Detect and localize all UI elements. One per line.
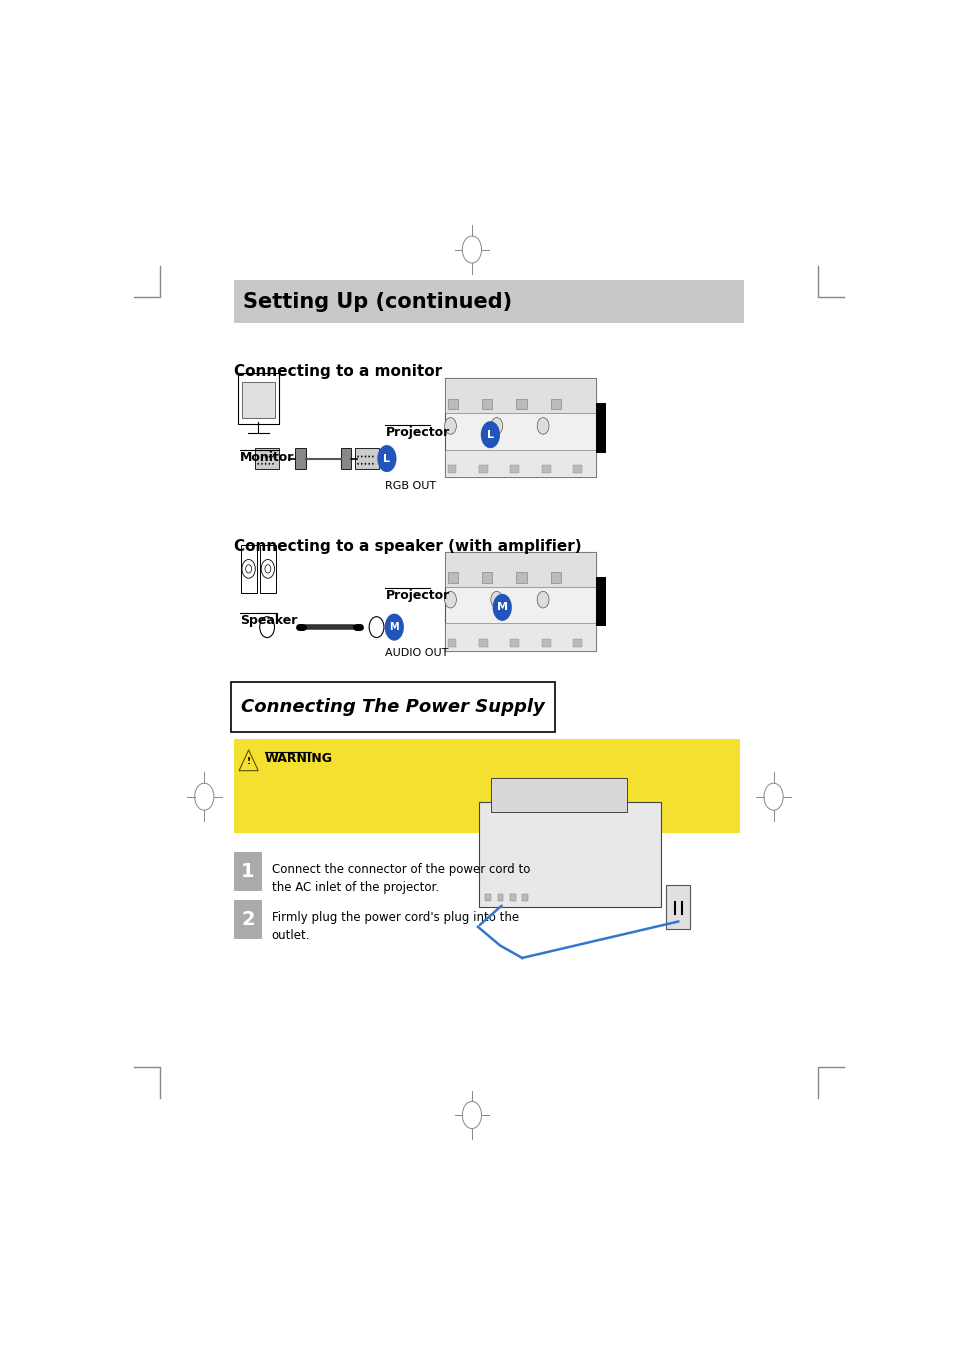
Circle shape xyxy=(257,463,258,465)
Circle shape xyxy=(368,455,370,458)
Circle shape xyxy=(269,455,270,458)
Circle shape xyxy=(261,463,262,465)
FancyBboxPatch shape xyxy=(444,553,596,586)
Circle shape xyxy=(444,592,456,608)
Circle shape xyxy=(269,463,270,465)
FancyBboxPatch shape xyxy=(481,573,492,582)
Circle shape xyxy=(272,463,274,465)
FancyBboxPatch shape xyxy=(521,894,528,901)
Text: AUDIO OUT: AUDIO OUT xyxy=(385,648,448,658)
Circle shape xyxy=(364,455,366,458)
Circle shape xyxy=(261,455,262,458)
FancyBboxPatch shape xyxy=(481,399,492,409)
FancyBboxPatch shape xyxy=(478,639,487,647)
FancyBboxPatch shape xyxy=(596,403,606,453)
Text: Setting Up (continued): Setting Up (continued) xyxy=(242,292,512,312)
Text: 1: 1 xyxy=(241,862,254,881)
FancyBboxPatch shape xyxy=(259,544,275,593)
FancyBboxPatch shape xyxy=(573,639,581,647)
Text: Monitor: Monitor xyxy=(239,451,294,465)
Circle shape xyxy=(444,417,456,434)
FancyBboxPatch shape xyxy=(242,381,274,417)
Circle shape xyxy=(357,463,358,465)
FancyBboxPatch shape xyxy=(341,449,351,469)
Text: L: L xyxy=(486,430,494,439)
Circle shape xyxy=(491,592,502,608)
FancyBboxPatch shape xyxy=(516,399,526,409)
Circle shape xyxy=(364,463,366,465)
Polygon shape xyxy=(239,750,258,770)
FancyBboxPatch shape xyxy=(447,639,456,647)
Circle shape xyxy=(368,463,370,465)
FancyBboxPatch shape xyxy=(444,623,596,651)
Circle shape xyxy=(492,594,512,621)
FancyBboxPatch shape xyxy=(550,573,560,582)
FancyBboxPatch shape xyxy=(240,544,256,593)
Text: Connecting The Power Supply: Connecting The Power Supply xyxy=(241,698,544,716)
Text: Projector: Projector xyxy=(385,589,449,601)
FancyBboxPatch shape xyxy=(233,900,262,939)
Text: Firmly plug the power cord's plug into the
outlet.: Firmly plug the power cord's plug into t… xyxy=(272,911,518,942)
Text: Speaker: Speaker xyxy=(239,613,296,627)
FancyBboxPatch shape xyxy=(294,449,305,469)
FancyBboxPatch shape xyxy=(444,450,596,477)
Text: 2: 2 xyxy=(241,911,254,929)
Circle shape xyxy=(480,422,499,449)
Text: M: M xyxy=(389,621,398,632)
FancyBboxPatch shape xyxy=(478,802,660,907)
Circle shape xyxy=(491,417,502,434)
FancyBboxPatch shape xyxy=(541,639,550,647)
Circle shape xyxy=(376,444,396,471)
FancyBboxPatch shape xyxy=(509,894,516,901)
Circle shape xyxy=(372,455,374,458)
Text: Connecting to a monitor: Connecting to a monitor xyxy=(233,363,441,378)
FancyBboxPatch shape xyxy=(596,577,606,627)
Circle shape xyxy=(372,463,374,465)
Text: Connect the connector of the power cord to
the AC inlet of the projector.: Connect the connector of the power cord … xyxy=(272,863,529,894)
FancyBboxPatch shape xyxy=(233,739,740,834)
FancyBboxPatch shape xyxy=(447,573,457,582)
FancyBboxPatch shape xyxy=(510,639,518,647)
FancyBboxPatch shape xyxy=(233,280,743,323)
FancyBboxPatch shape xyxy=(516,573,526,582)
FancyBboxPatch shape xyxy=(510,465,518,473)
FancyBboxPatch shape xyxy=(550,399,560,409)
FancyBboxPatch shape xyxy=(478,465,487,473)
FancyBboxPatch shape xyxy=(541,465,550,473)
FancyBboxPatch shape xyxy=(447,399,457,409)
FancyBboxPatch shape xyxy=(444,378,596,413)
Circle shape xyxy=(272,455,274,458)
Circle shape xyxy=(360,455,362,458)
FancyBboxPatch shape xyxy=(444,553,596,651)
Text: Projector: Projector xyxy=(385,427,449,439)
Circle shape xyxy=(384,613,403,640)
FancyBboxPatch shape xyxy=(233,852,262,892)
FancyBboxPatch shape xyxy=(491,778,626,812)
FancyBboxPatch shape xyxy=(444,378,596,477)
Text: Connecting to a speaker (with amplifier): Connecting to a speaker (with amplifier) xyxy=(233,539,581,554)
Text: L: L xyxy=(383,454,390,463)
Circle shape xyxy=(357,455,358,458)
FancyBboxPatch shape xyxy=(485,894,491,901)
FancyBboxPatch shape xyxy=(665,885,689,928)
Circle shape xyxy=(265,463,266,465)
FancyBboxPatch shape xyxy=(237,373,278,424)
Text: !: ! xyxy=(246,757,251,766)
Circle shape xyxy=(537,592,548,608)
Circle shape xyxy=(537,417,548,434)
Circle shape xyxy=(257,455,258,458)
FancyBboxPatch shape xyxy=(447,465,456,473)
FancyBboxPatch shape xyxy=(255,449,278,469)
FancyBboxPatch shape xyxy=(231,682,554,732)
Text: WARNING: WARNING xyxy=(265,753,333,765)
FancyBboxPatch shape xyxy=(497,894,503,901)
FancyBboxPatch shape xyxy=(355,449,378,469)
Circle shape xyxy=(360,463,362,465)
Circle shape xyxy=(265,455,266,458)
FancyBboxPatch shape xyxy=(573,465,581,473)
Text: M: M xyxy=(497,603,507,612)
Text: RGB OUT: RGB OUT xyxy=(385,481,436,492)
